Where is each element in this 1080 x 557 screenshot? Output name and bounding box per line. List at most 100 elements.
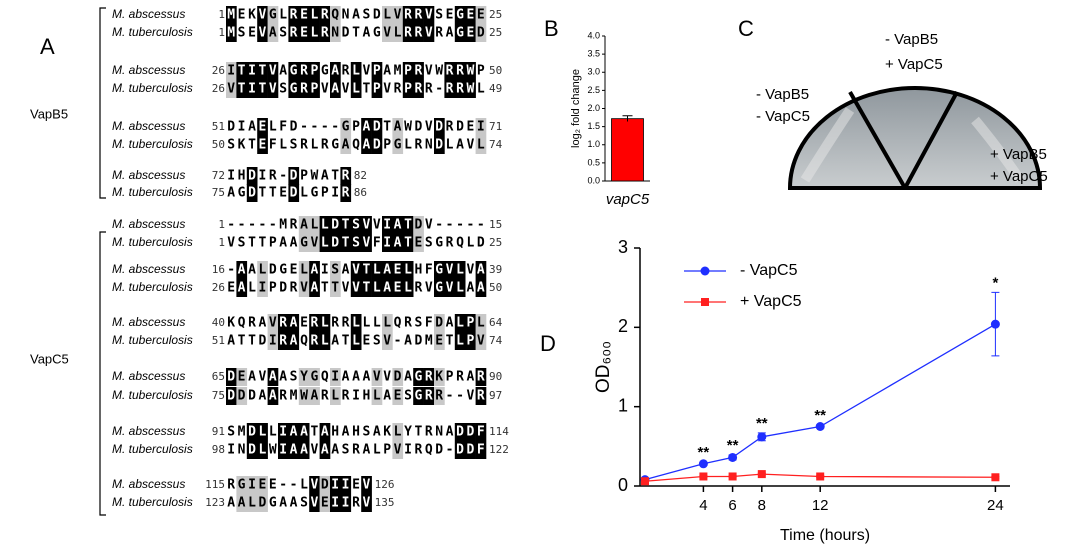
residue-shade xyxy=(236,387,248,405)
species: M. tuberculosis xyxy=(112,137,193,151)
y-axis-label: OD₆₀₀ xyxy=(593,341,614,393)
end-number: 71 xyxy=(489,120,502,133)
marker xyxy=(757,470,766,479)
residue-shade xyxy=(236,62,248,80)
residue-shade xyxy=(257,136,268,154)
y-tick-label: 1.5 xyxy=(587,121,600,131)
residue-shade xyxy=(402,80,414,98)
residue-shade xyxy=(309,234,320,252)
residue-shade xyxy=(434,368,445,386)
residue-shade xyxy=(330,62,341,80)
residue-shade xyxy=(444,62,456,80)
end-number: 126 xyxy=(375,478,395,491)
residue-shade xyxy=(392,118,404,136)
residue-shade xyxy=(423,6,435,24)
residue-shade xyxy=(236,279,248,297)
residue-shade xyxy=(288,423,300,441)
residue-shade xyxy=(475,6,487,24)
residue-shade xyxy=(392,234,404,252)
residue-shade xyxy=(267,62,279,80)
residue-shade xyxy=(382,234,393,252)
residue-shade xyxy=(392,136,404,154)
residue-shade xyxy=(309,314,320,332)
residue-shade xyxy=(371,80,383,98)
residue-shade xyxy=(350,279,362,297)
residue-shade xyxy=(475,136,487,154)
annotation: ** xyxy=(756,415,768,432)
residue-shade xyxy=(309,24,320,42)
residue-shade xyxy=(257,476,268,494)
residue-shade xyxy=(319,441,331,459)
sequence: MEKVGLRELRQNASDLVRRVSEGEE xyxy=(227,8,484,23)
residue-shade xyxy=(257,80,268,98)
residue-shade xyxy=(246,80,258,98)
residue-shade xyxy=(392,24,404,42)
y-tick-label: 4.0 xyxy=(587,30,600,40)
y-tick-label: 2.0 xyxy=(587,103,600,113)
residue-shade xyxy=(309,62,320,80)
residue-shade xyxy=(288,80,300,98)
residue-shade xyxy=(371,62,383,80)
residue-shade xyxy=(361,476,372,494)
residue-shade xyxy=(382,332,393,350)
residue-shade xyxy=(278,314,289,332)
start-number: 98 xyxy=(212,443,225,456)
residue-shade xyxy=(434,261,445,279)
residue-shade xyxy=(371,279,383,297)
residue-shade xyxy=(319,476,331,494)
species: M. tuberculosis xyxy=(112,333,193,347)
residue-shade xyxy=(454,314,466,332)
residue-shade xyxy=(475,441,487,459)
y-tick-label: 1 xyxy=(618,395,628,415)
plate-label: + VapC5 xyxy=(885,56,943,73)
species: M. tuberculosis xyxy=(112,81,193,95)
residue-shade xyxy=(298,62,310,80)
residue-shade xyxy=(319,423,331,441)
residue-shade xyxy=(402,279,414,297)
start-number: 1 xyxy=(218,26,225,39)
marker xyxy=(728,472,737,481)
start-number: 51 xyxy=(212,334,225,347)
residue-shade xyxy=(257,494,268,512)
panel-label: B xyxy=(544,16,559,41)
species: M. abscessus xyxy=(112,63,185,77)
residue-shade xyxy=(246,423,258,441)
residue-shade xyxy=(267,332,279,350)
sequence: DIAELFD----GPADTAWDVDRDEI xyxy=(227,120,484,135)
end-number: 114 xyxy=(489,425,509,438)
residue-shade xyxy=(236,476,248,494)
species: M. tuberculosis xyxy=(112,185,193,199)
start-number: 72 xyxy=(212,169,225,182)
residue-shade xyxy=(454,261,466,279)
residue-shade xyxy=(340,234,352,252)
plate-label: - VapB5 xyxy=(756,86,809,103)
species: M. tuberculosis xyxy=(112,235,193,249)
start-number: 26 xyxy=(212,82,225,95)
residue-shade xyxy=(382,24,393,42)
residue-shade xyxy=(423,24,435,42)
residue-shade xyxy=(309,494,320,512)
start-number: 1 xyxy=(218,8,225,21)
marker xyxy=(699,472,708,481)
residue-shade xyxy=(340,216,352,234)
residue-shade xyxy=(298,261,310,279)
residue-shade xyxy=(319,332,331,350)
residue-shade xyxy=(298,24,310,42)
residue-shade xyxy=(288,62,300,80)
end-number: 49 xyxy=(489,82,502,95)
residue-shade xyxy=(309,368,320,386)
residue-shade xyxy=(226,80,237,98)
sequence: VSTTPAAGVLDTSVFIATESGRQLD xyxy=(227,236,485,251)
residue-shade xyxy=(309,279,320,297)
start-number: 75 xyxy=(212,186,225,199)
residue-shade xyxy=(402,24,414,42)
end-number: 74 xyxy=(489,334,503,347)
residue-shade xyxy=(475,24,487,42)
residue-shade xyxy=(330,387,341,405)
residue-shade xyxy=(226,24,237,42)
annotation: ** xyxy=(698,444,710,461)
start-number: 123 xyxy=(205,496,225,509)
y-tick-label: 3.5 xyxy=(587,49,600,59)
residue-shade xyxy=(246,167,258,185)
residue-shade xyxy=(288,441,300,459)
